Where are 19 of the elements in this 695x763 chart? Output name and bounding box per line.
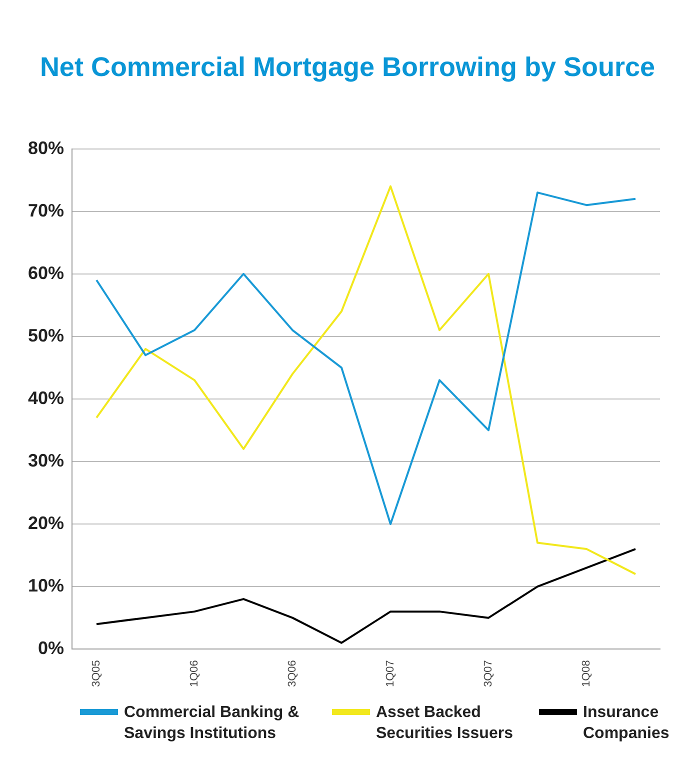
chart-title: Net Commercial Mortgage Borrowing by Source [38,52,656,83]
legend-label: Asset Backed Securities Issuers [376,703,514,744]
x-tick-label: 3Q07 [482,660,495,688]
legend-label: Commercial Banking & Savings Institutions [124,703,300,744]
y-tick-label: 50% [28,325,64,346]
legend-label: Insurance Companies [583,703,670,744]
y-tick-label: 70% [28,200,64,220]
y-tick-label: 60% [28,262,64,283]
y-tick-label: 40% [28,388,64,408]
x-tick-label: 1Q08 [580,660,593,688]
x-tick-label: 1Q07 [384,660,397,688]
x-tick-label: 3Q05 [90,660,103,688]
y-tick-label: 80% [28,138,64,158]
x-tick-label: 1Q06 [188,660,201,688]
y-tick-label: 30% [28,450,64,470]
y-tick-label: 0% [38,638,64,658]
y-tick-label: 20% [28,512,64,533]
y-tick-label: 10% [28,576,64,596]
x-tick-label: 3Q06 [286,660,299,688]
